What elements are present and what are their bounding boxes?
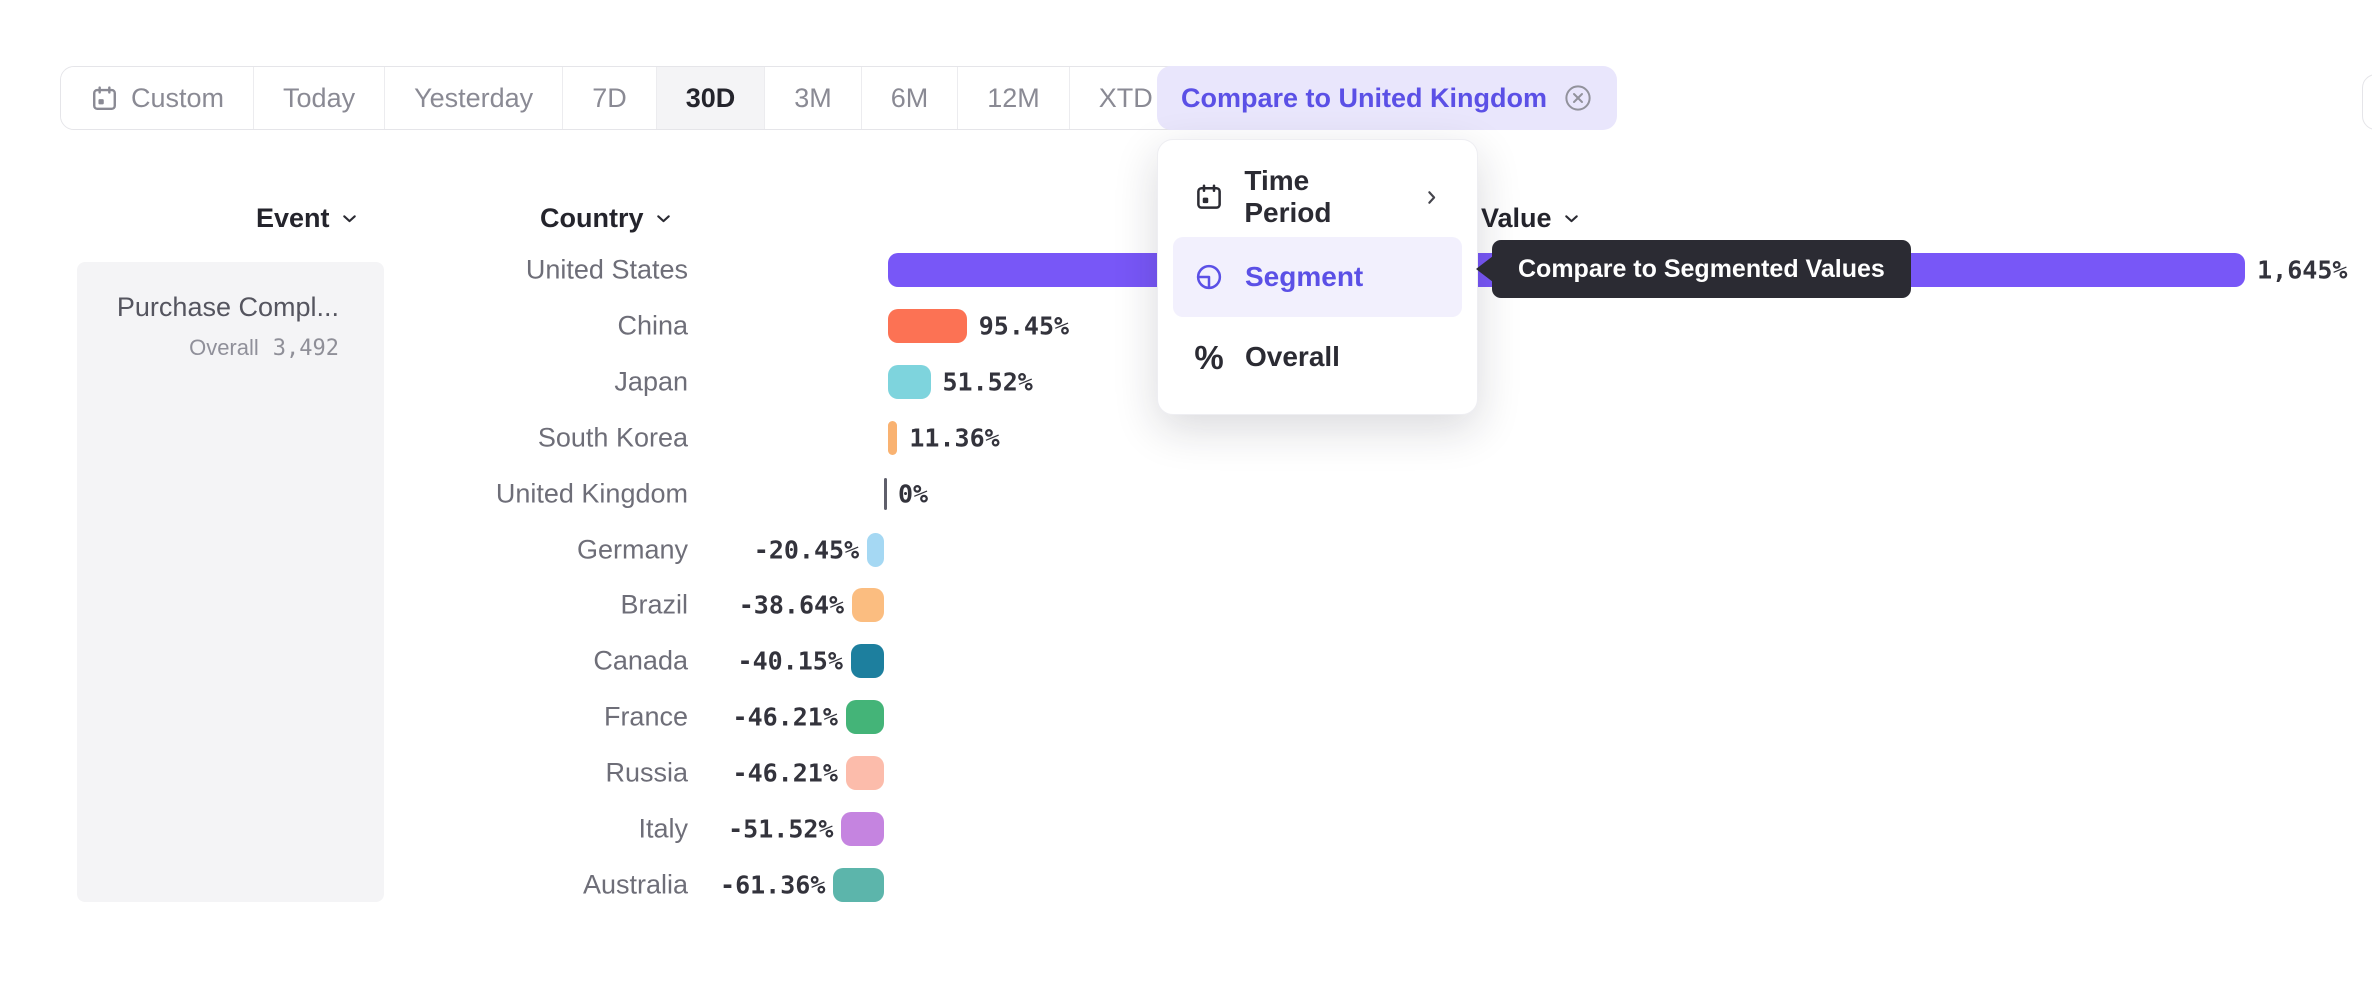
value-label: 51.52% <box>942 367 1033 397</box>
country-label: United Kingdom <box>495 478 688 509</box>
calendar-icon <box>90 84 119 113</box>
country-label: South Korea <box>537 422 688 453</box>
chart-row-brazil: Brazil -38.64% <box>0 588 2372 623</box>
chart-row-china: China 95.45% <box>0 308 2372 343</box>
column-header-event[interactable]: Event <box>256 200 360 236</box>
value-label: -51.52% <box>728 814 834 844</box>
date-range-label: 6M <box>890 82 929 113</box>
date-range-yesterday[interactable]: Yesterday <box>385 67 564 129</box>
country-label: China <box>617 310 688 341</box>
chart-row-canada: Canada -40.15% <box>0 644 2372 679</box>
chart-row-united-kingdom: United Kingdom 0% <box>0 477 2372 511</box>
segment-tooltip: Compare to Segmented Values <box>1476 240 1911 298</box>
bar-france[interactable] <box>845 700 884 735</box>
value-label: 1,645% <box>2257 255 2348 285</box>
bar-japan[interactable] <box>888 364 931 399</box>
date-range-6m[interactable]: 6M <box>861 67 959 129</box>
compare-dropdown-menu: Time Period Segment% Overall <box>1157 139 1478 415</box>
calendar-icon <box>1193 182 1224 212</box>
bar-south-korea[interactable] <box>888 420 898 455</box>
bar-russia[interactable] <box>845 756 884 791</box>
chart-row-italy: Italy -51.52% <box>0 812 2372 847</box>
value-label: -38.64% <box>738 590 845 620</box>
chart-row-russia: Russia -46.21% <box>0 756 2372 791</box>
menu-item-segment[interactable]: Segment <box>1173 237 1462 317</box>
zero-baseline-tick <box>884 477 887 510</box>
menu-item-label: Overall <box>1245 341 1340 372</box>
overall-label: Overall <box>189 335 259 360</box>
chart-row-france: France -46.21% <box>0 700 2372 735</box>
event-panel[interactable]: Purchase Compl... Overall 3,492 <box>77 262 384 902</box>
chevron-right-icon <box>1421 187 1442 208</box>
country-label: Germany <box>576 534 688 565</box>
chart-row-japan: Japan 51.52% <box>0 364 2372 399</box>
value-label: 0% <box>898 479 929 509</box>
bar-italy[interactable] <box>841 812 884 847</box>
bar-australia[interactable] <box>833 868 884 902</box>
column-header-value[interactable]: Value <box>1481 200 1582 236</box>
date-range-label: 7D <box>592 82 627 113</box>
date-range-3m[interactable]: 3M <box>765 67 862 129</box>
bar-germany[interactable] <box>867 532 884 567</box>
date-range-label: 12M <box>987 82 1040 113</box>
bar-canada[interactable] <box>850 644 884 679</box>
date-range-today[interactable]: Today <box>254 67 386 129</box>
menu-item-label: Time Period <box>1244 165 1332 228</box>
overall-value: 3,492 <box>272 336 339 361</box>
date-range-label: Custom <box>131 82 225 113</box>
chart-row-germany: Germany -20.45% <box>0 532 2372 567</box>
date-range-toolbar: Custom Today Yesterday 7D 30D 3M 6M 12M XTD <box>60 66 1215 130</box>
compare-to-segment-chip[interactable]: Compare to United Kingdom <box>1157 66 1617 130</box>
chart-row-south-korea: South Korea 11.36% <box>0 420 2372 455</box>
event-overall-row: Overall 3,492 <box>97 335 339 361</box>
date-range-30d[interactable]: 30D <box>656 67 766 129</box>
value-label: -61.36% <box>720 870 826 900</box>
country-label: United States <box>525 254 688 285</box>
tooltip-arrow <box>1476 256 1493 282</box>
country-header-label: Country <box>540 202 644 233</box>
value-label: -20.45% <box>753 535 860 565</box>
segment-icon <box>1193 262 1225 292</box>
menu-item-time-period[interactable]: Time Period <box>1173 157 1462 237</box>
country-label: Brazil <box>620 589 688 620</box>
date-range-label: Yesterday <box>414 82 534 113</box>
date-range-12m[interactable]: 12M <box>958 67 1070 129</box>
value-label: -40.15% <box>737 646 843 676</box>
value-label: -46.21% <box>732 702 838 732</box>
date-range-7d[interactable]: 7D <box>563 67 657 129</box>
country-label: France <box>603 701 688 732</box>
value-label: 11.36% <box>909 423 1000 453</box>
country-label: Canada <box>593 645 688 676</box>
percent-icon: % <box>1194 338 1224 376</box>
value-label: 95.45% <box>978 311 1070 341</box>
bar-china[interactable] <box>888 308 967 343</box>
date-range-label: XTD <box>1098 82 1153 113</box>
country-label: Australia <box>582 869 688 900</box>
percent-icon: % <box>1193 341 1225 374</box>
country-label: Italy <box>638 813 688 844</box>
date-range-label: Today <box>283 82 356 113</box>
event-header-label: Event <box>256 202 330 233</box>
country-label: Japan <box>614 366 688 397</box>
date-range-label: 30D <box>685 82 736 113</box>
chevron-down-icon <box>653 208 674 229</box>
value-label: -46.21% <box>732 758 838 788</box>
close-circle-icon[interactable] <box>1563 83 1593 113</box>
bar-brazil[interactable] <box>852 588 884 623</box>
date-range-label: 3M <box>794 82 832 113</box>
menu-item-overall[interactable]: % Overall <box>1173 317 1462 397</box>
compare-chip-label: Compare to United Kingdom <box>1181 82 1547 113</box>
tooltip-text: Compare to Segmented Values <box>1518 254 1885 283</box>
value-header-label: Value <box>1481 202 1552 233</box>
chevron-down-icon <box>339 208 360 229</box>
column-header-country[interactable]: Country <box>540 200 674 236</box>
country-label: Russia <box>605 757 688 788</box>
event-name: Purchase Compl... <box>116 292 339 322</box>
menu-item-label: Segment <box>1245 261 1364 292</box>
date-range-custom[interactable]: Custom <box>61 67 255 129</box>
chart-row-australia: Australia -61.36% <box>0 868 2372 902</box>
chevron-down-icon <box>1561 208 1582 229</box>
